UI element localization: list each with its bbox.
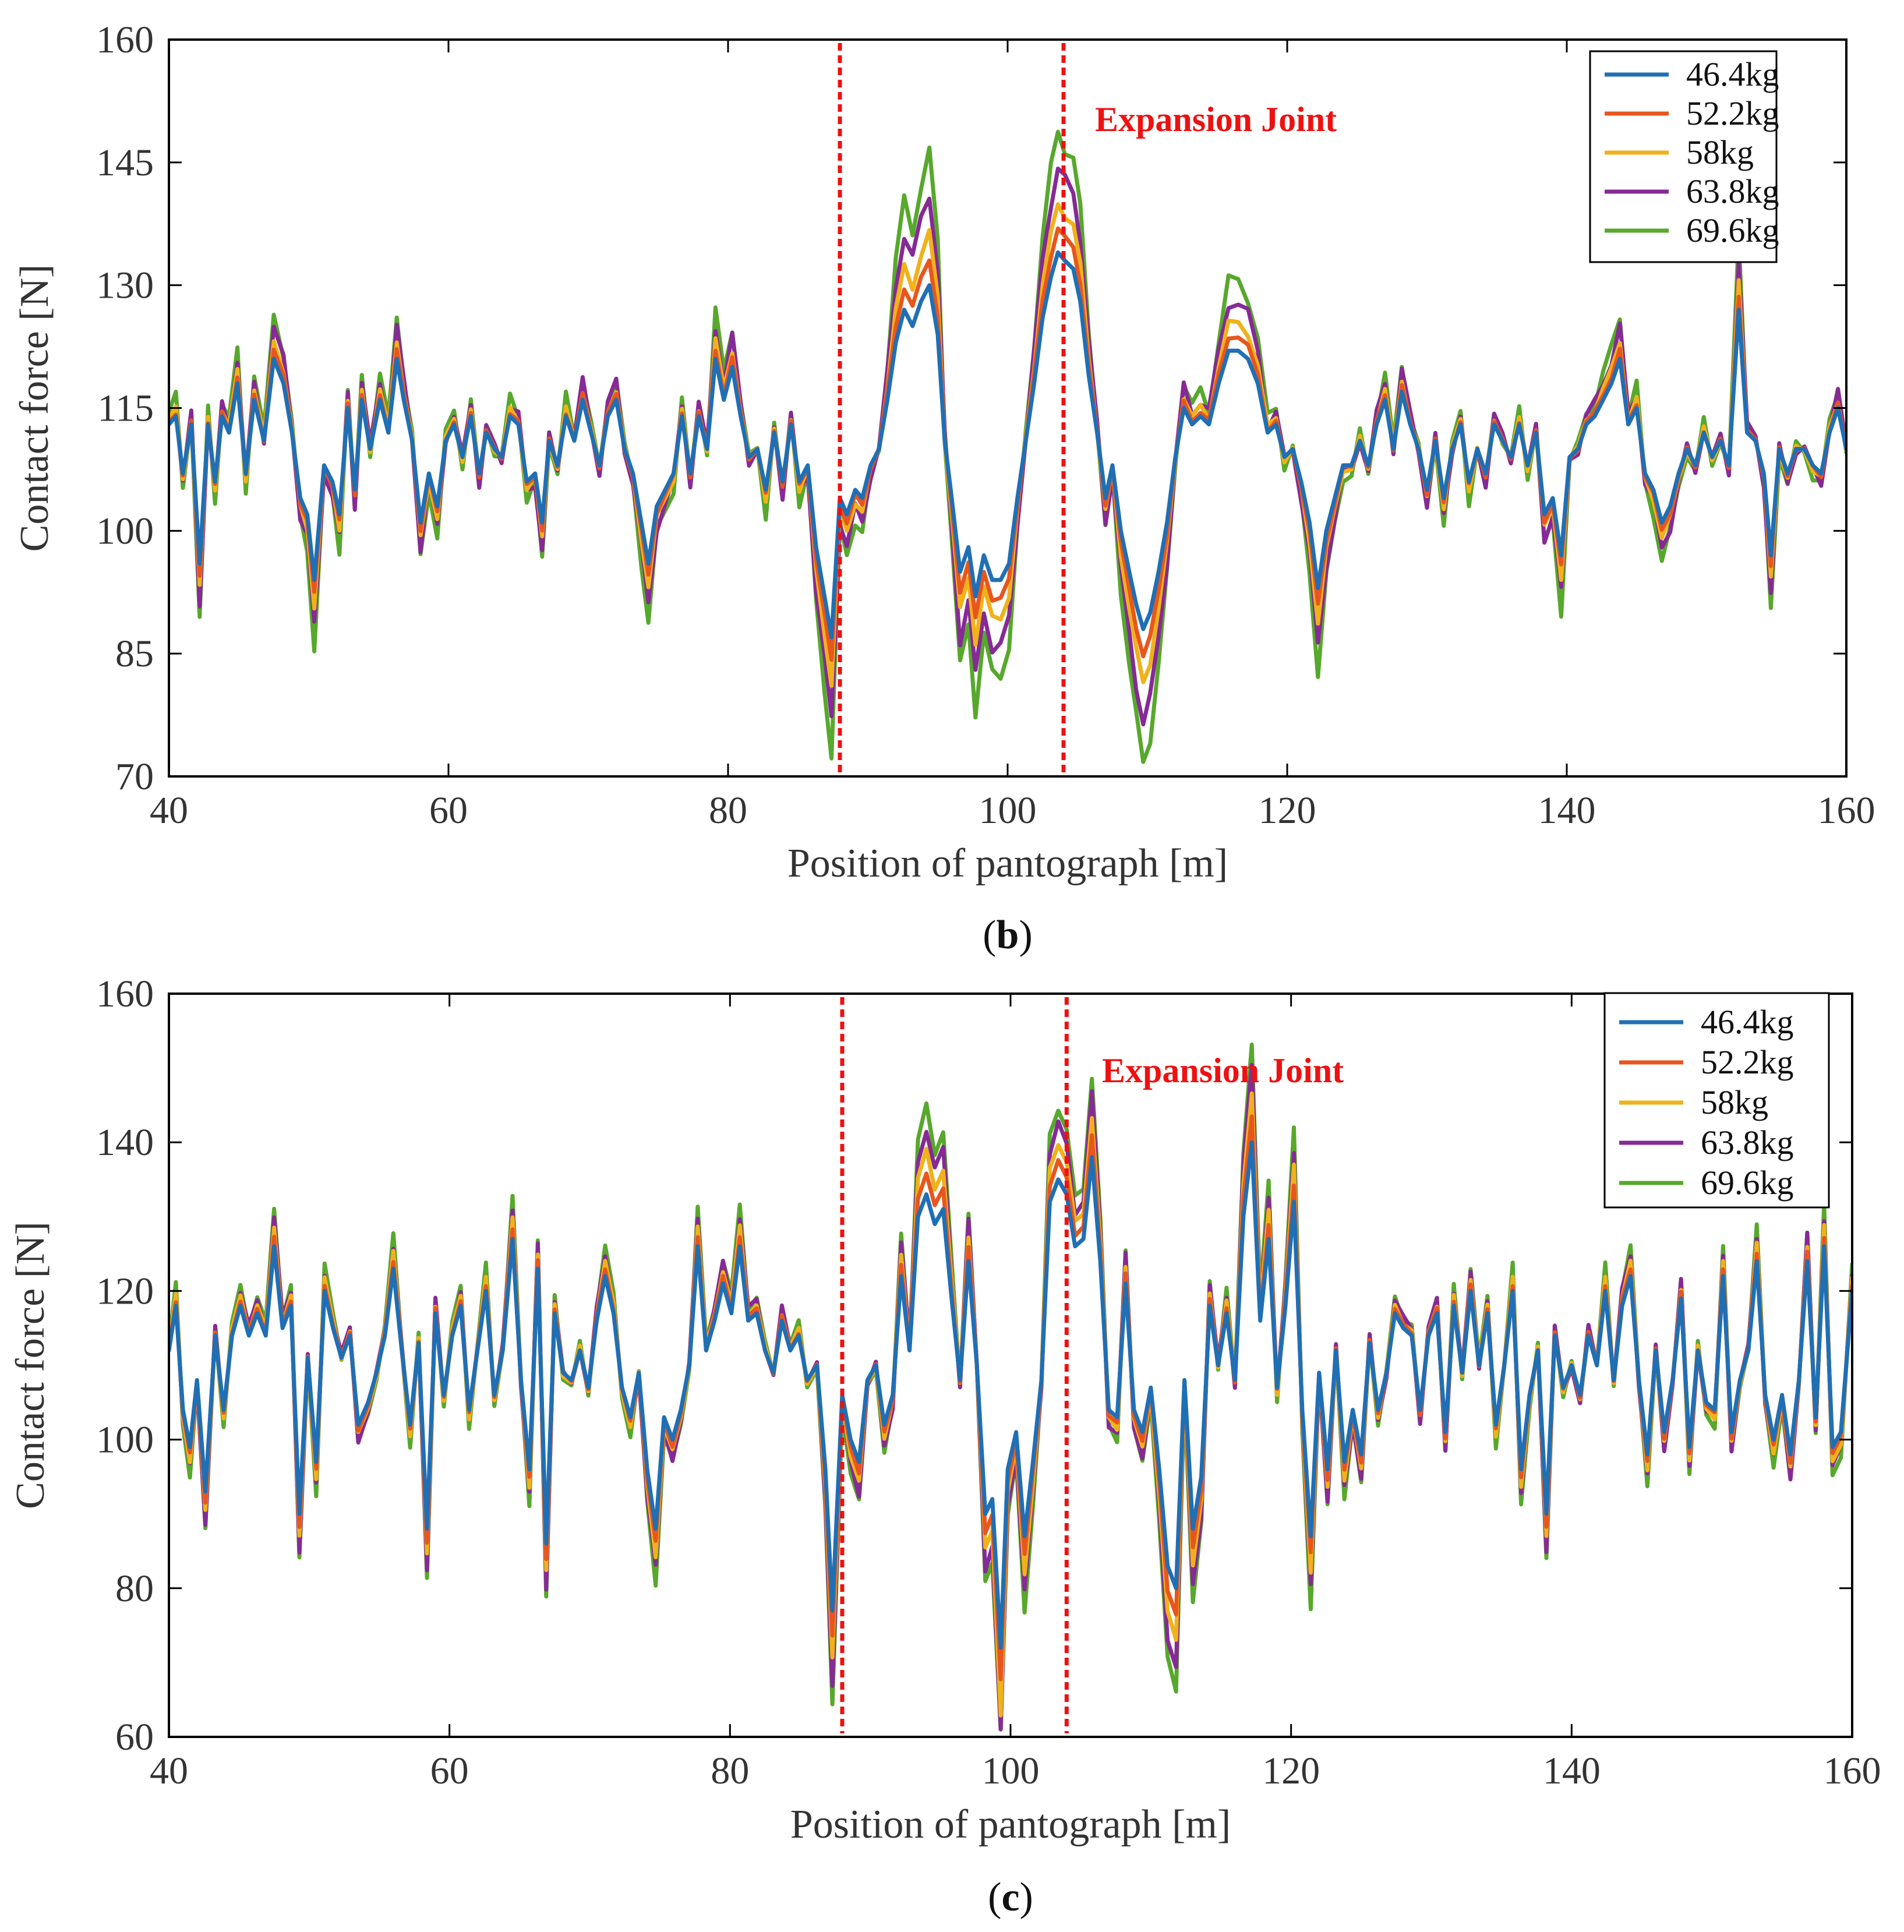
x-tick-label: 40 [150, 789, 188, 832]
y-tick-label: 145 [96, 142, 154, 184]
expansion-joint-annotation: Expansion Joint [1102, 1051, 1344, 1090]
legend-label: 69.6kg [1686, 211, 1779, 249]
x-tick-label: 140 [1538, 789, 1596, 832]
y-axis-label: Contact force [N] [8, 1221, 53, 1509]
legend-label: 52.2kg [1701, 1043, 1794, 1081]
legend-label: 52.2kg [1686, 94, 1779, 132]
series-line-46.4kg [169, 1140, 1852, 1650]
panel-caption: (b) [983, 913, 1033, 958]
x-tick-label: 40 [150, 1750, 188, 1792]
legend-label: 58kg [1701, 1083, 1768, 1121]
x-tick-label: 120 [1259, 789, 1316, 832]
x-tick-label: 60 [430, 1750, 469, 1792]
y-tick-label: 100 [96, 510, 154, 552]
x-axis-label: Position of pantograph [m] [790, 1802, 1231, 1847]
legend-label: 63.8kg [1701, 1124, 1794, 1161]
caption-letter: c [1001, 1875, 1019, 1920]
caption-open-paren: ( [988, 1875, 1001, 1920]
caption-letter: b [997, 913, 1019, 958]
chart-panel-c: 40 60 80 100 120 140 1606080100120140160Positi… [8, 973, 1881, 1920]
legend-label: 58kg [1686, 133, 1754, 171]
y-tick-label: 160 [96, 19, 154, 61]
legend-label: 69.6kg [1701, 1164, 1794, 1202]
y-tick-label: 70 [115, 755, 154, 798]
y-tick-label: 115 [97, 387, 154, 430]
x-tick-label: 140 [1543, 1750, 1601, 1792]
legend-box [1589, 50, 1778, 263]
caption-close-paren: ) [1019, 913, 1032, 958]
y-tick-label: 160 [96, 973, 154, 1015]
plot-lines [169, 1042, 1852, 1732]
y-tick-label: 120 [96, 1270, 154, 1312]
y-axis-label: Contact force [N] [12, 264, 57, 552]
x-tick-label: 100 [982, 1750, 1040, 1792]
x-tick-label: 160 [1824, 1750, 1881, 1792]
legend-label: 46.4kg [1686, 55, 1779, 93]
x-tick-label: 60 [429, 789, 468, 832]
y-tick-label: 80 [115, 1567, 154, 1610]
expansion-joint-annotation: Expansion Joint [1095, 100, 1337, 139]
legend-label: 46.4kg [1701, 1003, 1794, 1041]
x-tick-label: 120 [1262, 1750, 1320, 1792]
x-tick-label: 160 [1818, 789, 1875, 832]
chart-panel-b: 40 60 80 100 120 140 160 70 85 100 115 130 145 160 Pos… [12, 19, 1875, 958]
series-line-46.4kg [169, 250, 1846, 640]
caption-close-paren: ) [1020, 1875, 1033, 1920]
legend-label: 63.8kg [1686, 172, 1779, 210]
y-tick-label: 85 [115, 633, 154, 675]
legend-box [1603, 992, 1830, 1209]
x-tick-label: 80 [711, 1750, 749, 1792]
plot-lines [169, 129, 1846, 764]
x-tick-label: 100 [979, 789, 1037, 832]
y-tick-label: 60 [115, 1716, 154, 1758]
x-tick-label: 80 [709, 789, 747, 832]
x-axis-label: Position of pantograph [m] [787, 841, 1228, 886]
panel-caption: (c) [988, 1875, 1033, 1920]
caption-open-paren: ( [983, 913, 996, 958]
y-tick-label: 130 [96, 264, 154, 307]
y-tick-label: 100 [96, 1419, 154, 1461]
y-tick-label: 140 [96, 1121, 154, 1164]
